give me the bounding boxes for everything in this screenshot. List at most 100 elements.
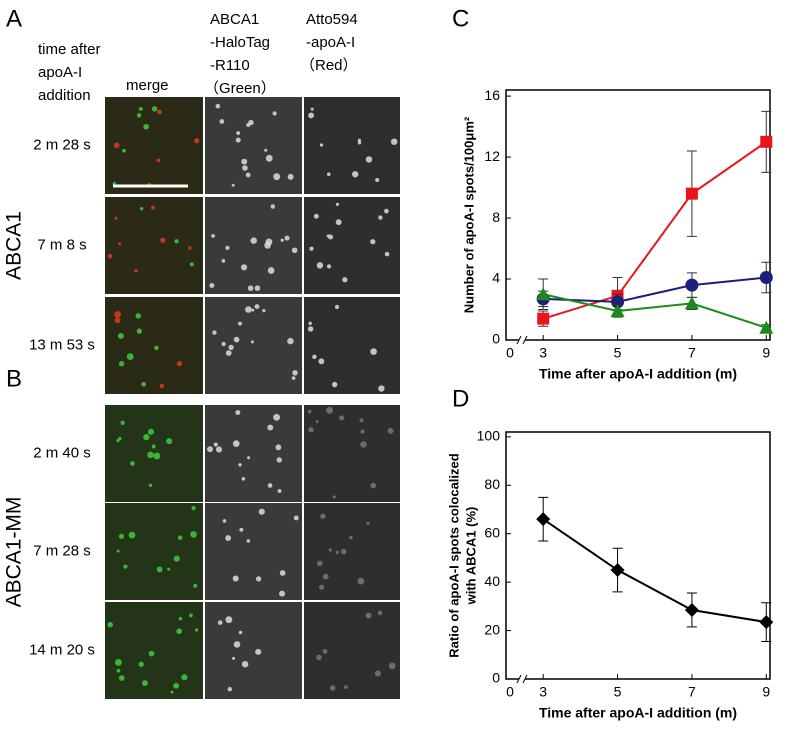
spot [212,330,217,335]
spot [176,360,183,367]
spot [151,205,155,210]
spot [335,219,342,226]
spot [308,112,315,119]
spot [239,527,244,532]
spot [316,262,324,269]
spot [147,451,154,459]
spot [138,106,143,111]
spot [174,239,179,244]
spot [241,158,248,165]
spot [322,573,329,580]
spot [245,172,251,178]
row-label: 2 m 28 s [33,136,91,153]
spot [332,381,338,388]
plot-frame [505,89,771,341]
micrograph [105,503,203,600]
marker [759,320,774,334]
spot [255,648,262,655]
spot [272,111,277,116]
spot [254,285,261,291]
micrograph [205,405,302,502]
axis-break [516,335,522,345]
spot [357,141,362,145]
spot [231,183,235,187]
spot [292,370,298,376]
spot [116,439,120,443]
spot [384,208,389,214]
spot [222,519,227,523]
spot [116,668,121,673]
spot [123,564,128,569]
spot [349,535,353,540]
x-tick-label: 9 [762,684,770,700]
spot [151,444,156,449]
series-line [542,293,767,329]
spot [227,686,232,692]
spot [156,109,162,115]
spot [307,326,314,332]
spot [238,630,243,635]
spot [279,590,286,597]
spot [309,246,314,251]
marker [759,271,773,284]
y-tick-label: 80 [484,476,500,492]
spot [326,234,330,238]
spot [264,148,268,152]
spot [375,177,380,183]
spot [255,576,262,582]
spot [276,457,282,463]
row-label: 7 m 8 s [37,236,86,253]
spot [141,680,148,687]
spot [328,548,332,552]
micrograph [205,297,302,394]
spot [187,246,192,250]
x-tick-label: 0 [506,345,514,361]
spot [135,313,141,319]
spot [245,306,252,313]
y-tick-label: 8 [492,209,500,225]
spot [329,685,336,691]
spot [156,566,163,573]
spot [114,658,122,666]
spot [228,344,234,351]
column-header: （Green） [204,80,276,97]
spot [366,521,370,526]
micrograph [205,503,302,600]
header-line: time after [38,41,101,58]
spot [357,577,365,585]
micrograph [205,197,302,294]
y-tick-label: 100 [477,428,501,444]
spot [390,138,398,145]
spot [291,247,298,254]
micrograph [304,405,400,502]
spot [114,310,122,318]
spot [258,508,265,515]
spot [193,583,198,588]
y-tick-label: 20 [484,621,500,637]
spot [219,119,225,124]
spot [318,358,325,365]
axis-break [516,674,522,684]
spot [181,674,188,681]
spot [359,418,364,423]
spot [370,348,377,355]
axis-break-gap [519,676,525,682]
spot [339,415,345,421]
micrograph [105,197,203,294]
x-tick-label: 3 [539,345,547,361]
spot [118,242,122,246]
marker [610,563,625,578]
micrograph [105,97,203,194]
micrograph [304,503,400,600]
y-tick-label: 0 [492,331,500,347]
spot [232,575,239,582]
axis-break [522,674,528,684]
spot [254,304,260,310]
column-header: -R110 [210,57,250,74]
panel-label: A [6,5,22,32]
spot [128,531,136,539]
spot [319,584,325,590]
column-header: Atto594 [306,11,358,28]
spot [147,428,154,435]
